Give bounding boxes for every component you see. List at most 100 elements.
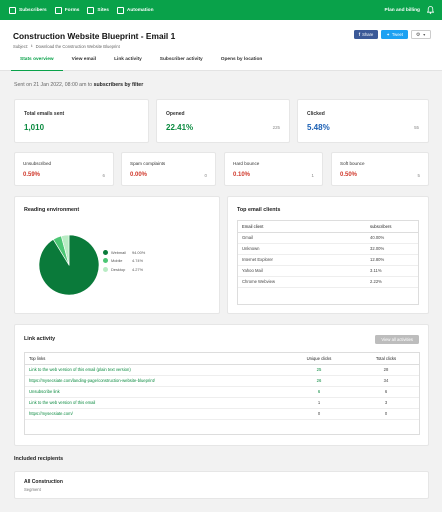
legend-value: 94.00%	[132, 249, 146, 255]
hard-bounce-count: 1	[311, 173, 314, 178]
clicked-card: Clicked 5.48% 55	[297, 99, 429, 143]
hard-bounce-label: Hard bounce	[233, 161, 260, 166]
legend-swatch	[103, 249, 108, 255]
tab-subscriber-activity[interactable]: Subscriber activity	[159, 57, 203, 62]
link-unique-clicks: 1	[285, 397, 353, 409]
campaign-header: Construction Website Blueprint - Email 1…	[0, 20, 442, 71]
hard-bounce-card: Hard bounce 0.10% 1	[224, 152, 323, 186]
unsubscribed-value: 0.59%	[23, 172, 41, 178]
legend-swatch	[103, 258, 108, 264]
twitter-icon: ✦	[386, 32, 390, 37]
link-url[interactable]: https://mysecsiate.com/	[25, 408, 285, 420]
clients-table: Email client subscribers Gmail 40.00% Unkn…	[238, 221, 418, 288]
total-sent-label: Total emails sent	[24, 111, 65, 117]
soft-bounce-count: 5	[417, 173, 420, 178]
legend-label: Desktop	[111, 266, 126, 272]
clients-row: Unknown 32.00%	[238, 243, 418, 255]
links-table: Top links Unique clicks Total clicks Lin…	[25, 353, 419, 420]
clients-header-row: Email client subscribers	[238, 221, 418, 233]
total-sent-card: Total emails sent 1,010	[14, 99, 149, 143]
clients-table-box: Email client subscribers Gmail 40.00% Unkn…	[237, 220, 419, 305]
legend-value: 4.27%	[132, 266, 144, 272]
link-url[interactable]: https://mysecsiate.com/landing-page/cons…	[25, 375, 285, 387]
nav-forms[interactable]: Forms	[54, 0, 79, 20]
subject-line: Subject: ⭳ Download the Construction Web…	[13, 43, 120, 50]
soft-bounce-value: 0.50%	[340, 172, 358, 178]
opened-count: 225	[272, 125, 280, 130]
client-share-cell: 2.22%	[366, 276, 418, 288]
link-activity-title: Link activity	[24, 336, 56, 342]
subject-label: Subject:	[13, 44, 29, 49]
plan-billing-link[interactable]: Plan and billing	[384, 7, 420, 13]
client-share-cell: 12.80%	[366, 254, 418, 266]
view-all-activities-button[interactable]: View all activities	[375, 335, 419, 344]
legend-swatch	[103, 266, 108, 272]
legend-value: 4.74%	[132, 258, 144, 264]
link-row: https://mysecsiate.com/landing-page/cons…	[25, 375, 419, 387]
spam-label: Spam complaints	[130, 161, 166, 166]
nav-automation-label: Automation	[126, 7, 154, 13]
twitter-share-label: Tweet	[391, 32, 404, 37]
sent-prefix: Sent on 21 Jan 2022, 08:00 am to	[14, 82, 93, 88]
reading-pie-chart	[38, 234, 100, 296]
link-unique-clicks: 25	[285, 364, 353, 376]
legend-item: Webmail 94.00%	[103, 248, 145, 257]
client-name-cell: Gmail	[238, 232, 366, 244]
pie-slice-desktop	[60, 234, 70, 266]
nav-automation[interactable]: Automation	[116, 0, 154, 20]
recipient-segment-name[interactable]: All Construction	[24, 479, 63, 485]
legend-item: Desktop 4.27%	[103, 265, 145, 274]
total-sent-value: 1,010	[24, 123, 45, 132]
tab-view-email[interactable]: View email	[71, 57, 97, 62]
link-url[interactable]: Unsubscribe link	[25, 386, 285, 398]
recipients-card: All Construction Segment	[14, 471, 429, 499]
clients-row: Yahoo Mail 3.11%	[238, 265, 418, 277]
bell-icon[interactable]	[427, 6, 434, 14]
twitter-share-button[interactable]: ✦ Tweet	[381, 30, 409, 39]
recipients-title: Included recipients	[14, 456, 64, 462]
legend-label: Mobile	[111, 258, 123, 264]
link-url[interactable]: Link to the web version of this email (p…	[25, 364, 285, 376]
forms-icon	[54, 6, 62, 14]
spam-count: 0	[204, 173, 207, 178]
unsubscribed-count: 6	[102, 173, 105, 178]
link-url[interactable]: Link to the web version of this email	[25, 397, 285, 409]
link-row: https://mysecsiate.com/0 0	[25, 408, 419, 420]
tab-stats-overview[interactable]: Stats overview	[11, 54, 63, 71]
link-row: Link to the web version of this email (p…	[25, 364, 419, 376]
clients-row: Internet Explorer 12.80%	[238, 254, 418, 266]
link-total-clicks: 34	[353, 375, 419, 387]
subject-value: Download the Construction Website Bluepr…	[35, 44, 120, 49]
automation-icon	[116, 6, 124, 14]
link-unique-clicks: 0	[285, 408, 353, 420]
settings-dropdown-button[interactable]: ⚙ ▼	[411, 30, 431, 39]
opened-value: 22.41%	[166, 123, 194, 132]
tab-link-activity[interactable]: Link activity	[114, 57, 142, 62]
opened-label: Opened	[166, 111, 185, 117]
legend-label: Webmail	[111, 249, 127, 255]
client-name-cell: Chrome Webview	[238, 276, 366, 288]
tab-opens-by-location[interactable]: Opens by location	[220, 57, 263, 62]
share-group: f Share ✦ Tweet ⚙ ▼	[353, 30, 431, 39]
client-name-cell: Unknown	[238, 243, 366, 255]
facebook-share-button[interactable]: f Share	[353, 30, 379, 39]
soft-bounce-card: Soft bounce 0.50% 5	[331, 152, 429, 186]
reading-environment-title: Reading environment	[24, 207, 80, 213]
link-activity-card: Link activity View all activities Top li…	[14, 324, 429, 446]
top-clients-card: Top email clients Email client subscribe…	[227, 196, 429, 314]
link-unique-clicks: 6	[285, 386, 353, 398]
chevron-down-icon: ▼	[422, 32, 426, 37]
links-col-url: Top links	[25, 353, 285, 365]
page-title: Construction Website Blueprint - Email 1	[13, 31, 176, 41]
links-col-unique: Unique clicks	[285, 353, 353, 365]
soft-bounce-label: Soft bounce	[340, 161, 365, 166]
sent-target: subscribers by filter	[93, 82, 144, 88]
nav-subscribers[interactable]: Subscribers	[9, 0, 47, 20]
spam-card: Spam complaints 0.00% 0	[121, 152, 216, 186]
link-unique-clicks: 26	[285, 375, 353, 387]
client-share-cell: 40.00%	[366, 232, 418, 244]
nav-sites[interactable]: Sites	[87, 0, 109, 20]
nav-subscribers-label: Subscribers	[19, 7, 47, 13]
recipient-segment-type: Segment	[24, 487, 41, 492]
report-tabs: Stats overview View email Link activity …	[11, 54, 271, 71]
